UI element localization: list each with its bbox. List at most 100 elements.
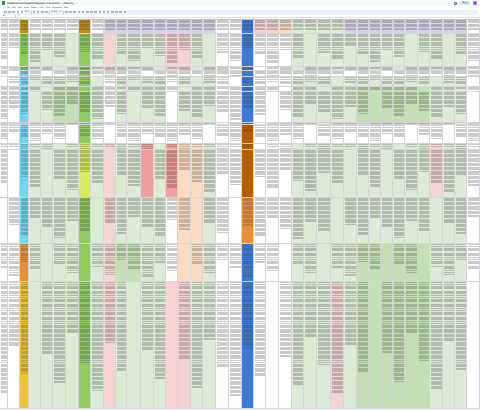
grid-cell[interactable] (53, 149, 66, 198)
grid-cell[interactable] (66, 76, 79, 87)
grid-cell[interactable] (304, 19, 317, 34)
grid-cell[interactable] (20, 91, 29, 123)
grid-cell[interactable] (178, 86, 191, 92)
grid-cell[interactable] (229, 124, 242, 144)
grid-cell[interactable] (279, 149, 292, 198)
grid-cell[interactable] (405, 149, 418, 198)
print-icon[interactable] (16, 10, 20, 14)
menu-view[interactable]: View (17, 6, 22, 9)
grid-cell[interactable] (443, 122, 455, 125)
grid-cell[interactable] (41, 243, 53, 282)
grid-cell[interactable] (304, 197, 317, 244)
grid-cell[interactable] (127, 33, 141, 67)
grid-cell[interactable] (216, 33, 229, 67)
grid-cell[interactable] (91, 149, 104, 198)
grid-cell[interactable] (79, 197, 91, 244)
grid-cell[interactable] (0, 149, 8, 198)
grid-cell[interactable] (292, 19, 304, 34)
grid-cell[interactable] (66, 143, 79, 150)
strikethrough-icon[interactable] (73, 10, 76, 14)
grid-cell[interactable] (0, 19, 8, 34)
grid-cell[interactable] (242, 281, 254, 409)
grid-cell[interactable] (381, 70, 393, 77)
grid-cell[interactable] (191, 91, 203, 123)
grid-cell[interactable] (418, 281, 430, 409)
grid-cell[interactable] (304, 76, 317, 87)
grid-cell[interactable] (430, 124, 443, 144)
grid-cell[interactable] (430, 76, 443, 87)
grid-cell[interactable] (29, 197, 41, 244)
grid-cell[interactable] (405, 86, 418, 92)
grid-cell[interactable] (141, 76, 154, 87)
grid-cell[interactable] (53, 122, 66, 125)
grid-cell[interactable] (331, 122, 344, 125)
grid-cell[interactable] (178, 149, 191, 198)
grid-cell[interactable] (8, 91, 20, 123)
share-button[interactable]: Share (460, 1, 470, 5)
grid-cell[interactable] (344, 197, 357, 244)
grid-cell[interactable] (455, 33, 467, 67)
grid-cell[interactable] (430, 122, 443, 125)
grid-cell[interactable] (29, 66, 41, 71)
grid-cell[interactable] (191, 124, 203, 144)
grid-cell[interactable] (178, 122, 191, 125)
grid-cell[interactable] (104, 243, 116, 282)
grid-cell[interactable] (266, 19, 279, 34)
grid-cell[interactable] (8, 33, 20, 67)
grid-cell[interactable] (166, 143, 178, 150)
grid-cell[interactable] (91, 76, 104, 87)
grid-cell[interactable] (178, 124, 191, 144)
grid-cell[interactable] (242, 76, 254, 87)
name-box[interactable]: A1 (2, 14, 16, 18)
grid-cell[interactable] (467, 33, 480, 67)
grid-cell[interactable] (216, 243, 229, 282)
grid-cell[interactable] (41, 19, 53, 34)
grid-cell[interactable] (116, 281, 127, 409)
grid-cell[interactable] (127, 122, 141, 125)
grid-cell[interactable] (216, 143, 229, 150)
grid-cell[interactable] (104, 197, 116, 244)
grid-cell[interactable] (91, 243, 104, 282)
grid-cell[interactable] (443, 149, 455, 198)
grid-cell[interactable] (8, 70, 20, 77)
grid-cell[interactable] (443, 66, 455, 71)
grid-cell[interactable] (331, 70, 344, 77)
grid-cell[interactable] (357, 281, 369, 409)
grid-cell[interactable] (254, 143, 266, 150)
grid-cell[interactable] (393, 281, 405, 409)
grid-cell[interactable] (91, 281, 104, 409)
grid-cell[interactable] (357, 19, 369, 34)
grid-cell[interactable] (116, 124, 127, 144)
grid-cell[interactable] (166, 86, 178, 92)
grid-cell[interactable] (53, 33, 66, 67)
paint-format-icon[interactable] (20, 10, 24, 14)
grid-cell[interactable] (127, 281, 141, 409)
grid-cell[interactable] (127, 19, 141, 34)
wrap-icon[interactable] (98, 10, 102, 14)
grid-cell[interactable] (203, 33, 216, 67)
grid-cell[interactable] (344, 149, 357, 198)
grid-cell[interactable] (203, 197, 216, 244)
grid-cell[interactable] (91, 143, 104, 150)
grid-cell[interactable] (178, 70, 191, 77)
grid-cell[interactable] (53, 66, 66, 71)
grid-cell[interactable] (116, 86, 127, 92)
grid-cell[interactable] (344, 91, 357, 123)
grid-cell[interactable] (455, 197, 467, 244)
grid-cell[interactable] (127, 124, 141, 144)
grid-cell[interactable] (357, 33, 369, 67)
grid-cell[interactable] (29, 143, 41, 150)
grid-cell[interactable] (418, 66, 430, 71)
grid-cell[interactable] (393, 66, 405, 71)
grid-cell[interactable] (242, 122, 254, 125)
grid-cell[interactable] (455, 149, 467, 198)
grid-cell[interactable] (8, 66, 20, 71)
grid-cell[interactable] (116, 197, 127, 244)
grid-cell[interactable] (79, 149, 91, 198)
grid-cell[interactable] (317, 86, 331, 92)
grid-cell[interactable] (292, 143, 304, 150)
grid-cell[interactable] (393, 86, 405, 92)
grid-cell[interactable] (41, 76, 53, 87)
grid-cell[interactable] (292, 122, 304, 125)
grid-cell[interactable] (29, 149, 41, 198)
